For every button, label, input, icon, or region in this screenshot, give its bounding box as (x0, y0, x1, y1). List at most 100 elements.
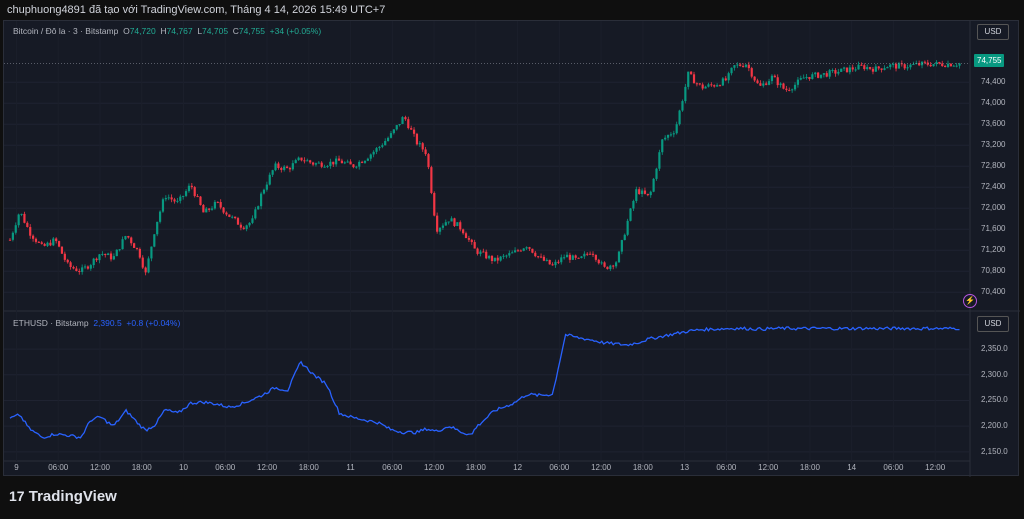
candle-body (863, 65, 866, 70)
candle-body (450, 218, 453, 222)
candle-body (946, 63, 950, 67)
candle-body (78, 271, 81, 273)
candle-body (8, 239, 12, 241)
pane1-y-tick-label: 72,000 (981, 203, 1006, 213)
candle-body (294, 160, 297, 164)
chart-area[interactable]: Bitcoin / Đô la · 3 · Bitstamp O74,720 H… (3, 20, 1020, 477)
pane1-symbol: Bitcoin / Đô la · 3 · Bitstamp (13, 26, 119, 36)
c-value: 74,755 (238, 26, 265, 36)
candle-body (317, 162, 320, 164)
pane2-currency-button[interactable]: USD (977, 316, 1009, 332)
candle-body (20, 213, 23, 215)
pane2-y-tick-label: 2,200.0 (981, 421, 1008, 431)
x-tick-label: 06:00 (48, 463, 69, 472)
candle-body (473, 242, 476, 249)
candle-body (854, 69, 857, 71)
candle-body (210, 208, 214, 210)
candle-body (407, 119, 410, 129)
h-label: H (160, 26, 167, 36)
l-value: 74,705 (202, 26, 229, 36)
candle-body (187, 185, 191, 192)
candle-body (773, 75, 776, 78)
lightning-icon[interactable]: ⚡ (963, 294, 977, 308)
candle-body (929, 64, 932, 67)
candle-body (655, 168, 658, 179)
candle-body (335, 158, 338, 165)
candle-body (456, 222, 459, 227)
candle-body (259, 193, 263, 207)
candle-body (563, 257, 566, 259)
candle-body (49, 242, 52, 246)
candle-body (692, 74, 696, 84)
candle-body (352, 164, 355, 168)
pane2-y-tick-label: 2,150.0 (981, 446, 1008, 456)
candle-body (300, 157, 303, 161)
candle-body (603, 262, 606, 267)
candle-body (231, 216, 234, 218)
candle-body (643, 190, 647, 194)
candle-body (271, 170, 274, 175)
candle-body (889, 64, 892, 68)
candle-body (199, 196, 202, 206)
candle-body (462, 229, 465, 234)
candle-body (577, 257, 580, 259)
pane1-change: +34 (+0.05%) (269, 26, 322, 36)
x-tick-label: 18:00 (799, 463, 820, 472)
candle-body (193, 187, 196, 197)
candle-body (793, 84, 797, 90)
chart-svg[interactable] (4, 21, 1020, 477)
candle-body (98, 254, 101, 261)
o-value: 74,720 (129, 26, 156, 36)
candle-body (384, 141, 387, 146)
candle-body (822, 73, 825, 75)
candle-body (661, 139, 664, 153)
pane1-legend: Bitcoin / Đô la · 3 · Bitstamp O74,720 H… (13, 26, 321, 36)
candle-body (144, 267, 147, 273)
candle-body (320, 162, 323, 167)
candle-body (638, 189, 641, 194)
candle-body (883, 68, 886, 70)
candle-body (542, 256, 546, 261)
candle-body (496, 257, 499, 261)
tradingview-logo-icon: 17 (9, 488, 25, 504)
candle-body (747, 64, 750, 69)
candle-body (107, 253, 110, 256)
candle-body (802, 77, 805, 79)
pane1-currency-button[interactable]: USD (977, 24, 1009, 40)
candle-body (46, 242, 49, 246)
candle-body (539, 256, 543, 258)
candle-body (658, 152, 661, 169)
candle-body (574, 255, 577, 258)
l-label: L (197, 26, 203, 36)
candle-body (326, 166, 329, 168)
candle-body (819, 74, 823, 78)
candle-body (133, 243, 136, 248)
candle-body (378, 146, 381, 149)
candle-body (156, 221, 159, 235)
candle-body (415, 133, 419, 145)
candle-body (138, 248, 141, 258)
candle-body (614, 262, 618, 267)
candle-body (730, 67, 733, 74)
candle-body (55, 238, 58, 242)
candle-body (184, 191, 188, 196)
candle-body (814, 72, 817, 75)
candle-body (635, 189, 638, 201)
candle-body (40, 242, 43, 244)
candle-body (669, 134, 673, 136)
candle-body (909, 64, 912, 68)
candle-body (228, 214, 231, 217)
candle-body (95, 258, 98, 261)
candle-body (427, 154, 430, 168)
candle-body (190, 185, 193, 188)
candle-body (845, 67, 849, 73)
candle-body (949, 63, 952, 67)
candle-body (441, 225, 445, 228)
candle-body (842, 67, 846, 69)
x-tick-label: 06:00 (215, 463, 236, 472)
tradingview-logo[interactable]: 17 TradingView (9, 488, 117, 505)
candle-body (167, 197, 170, 199)
candle-body (314, 163, 318, 165)
candle-body (851, 67, 854, 70)
candle-body (848, 67, 851, 73)
